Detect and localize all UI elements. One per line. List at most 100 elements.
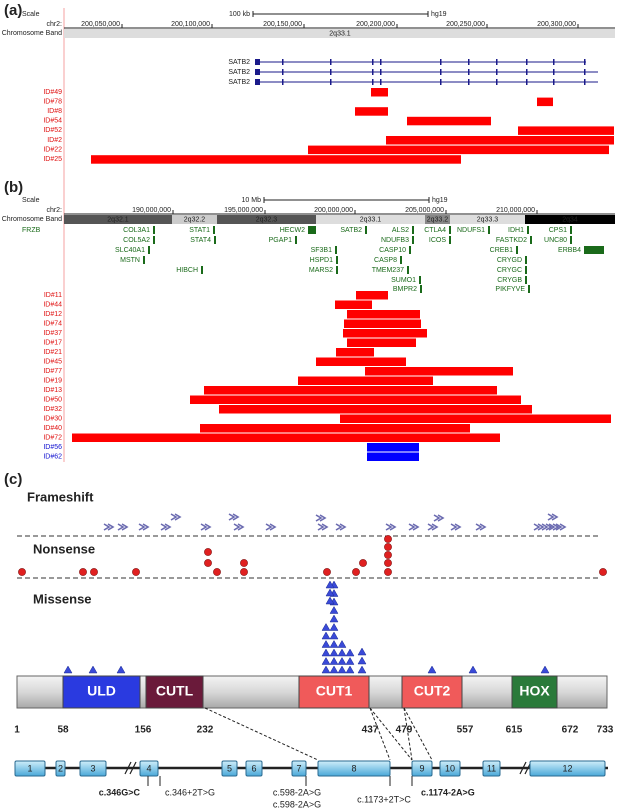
missense-marker xyxy=(329,622,339,631)
band-name: 2q32.3 xyxy=(256,216,278,223)
gene-mark xyxy=(527,226,529,234)
sample-id: ID#56 xyxy=(43,444,62,451)
frameshift-marker xyxy=(541,523,553,531)
gene-mark xyxy=(148,246,150,254)
gene-label: COL5A2 xyxy=(123,237,150,244)
mapping-line xyxy=(369,707,391,761)
domain-label: CUT2 xyxy=(414,683,451,699)
domain xyxy=(298,675,370,709)
gene-label: HSPD1 xyxy=(310,257,333,264)
gene-label: UNC80 xyxy=(544,237,567,244)
exon xyxy=(372,79,374,85)
missense-marker xyxy=(357,656,367,665)
missense-marker xyxy=(337,639,347,648)
missense-marker xyxy=(329,631,339,640)
deletion-bar xyxy=(386,136,614,145)
sample-id: ID#44 xyxy=(43,301,62,308)
panel-label: (c) xyxy=(4,471,22,488)
gene-label: PIKFYVE xyxy=(495,286,525,293)
exon xyxy=(14,760,46,777)
exon xyxy=(372,59,374,65)
sample-id: ID#54 xyxy=(43,118,62,125)
nonsense-marker xyxy=(384,535,392,543)
gene-label: ALS2 xyxy=(392,227,409,234)
nonsense-marker xyxy=(204,548,212,556)
deletion-bar xyxy=(335,300,372,309)
band xyxy=(525,215,615,224)
variant-label: c.346G>C xyxy=(99,787,141,797)
variant-label: c.598-2A>G xyxy=(273,787,321,797)
position-label: 437 xyxy=(362,725,379,736)
deletion-bar xyxy=(355,107,388,116)
nonsense-marker xyxy=(79,568,87,576)
band-name: 2q33.3 xyxy=(477,216,499,223)
deletion-bar xyxy=(91,155,461,164)
exon-label: 6 xyxy=(251,763,256,773)
scale-value: 10 Mb xyxy=(242,197,262,204)
exon xyxy=(291,760,307,777)
missense-marker xyxy=(329,648,339,657)
deletion-bar xyxy=(336,348,374,357)
missense-marker xyxy=(116,665,126,674)
missense-marker xyxy=(337,665,347,674)
gene-mark xyxy=(407,266,409,274)
band xyxy=(64,29,615,38)
deletion-bar xyxy=(518,126,614,135)
exon xyxy=(380,79,382,85)
gene-label: SUMO1 xyxy=(391,277,416,284)
exon xyxy=(526,69,528,75)
chr-tick-label: 200,200,000 xyxy=(356,21,395,28)
gene-label: SLC40A1 xyxy=(115,247,145,254)
exon xyxy=(526,59,528,65)
duplication-bar xyxy=(367,443,419,452)
gene-mark xyxy=(419,276,421,284)
gene-mark xyxy=(412,236,414,244)
sample-id: ID#49 xyxy=(43,89,62,96)
gene-mark xyxy=(528,285,530,293)
gene-label: CREB1 xyxy=(490,247,513,254)
gene-mark xyxy=(570,226,572,234)
gene-mark xyxy=(488,226,490,234)
exon xyxy=(411,760,433,777)
frameshift-marker xyxy=(233,523,245,531)
variant-label: c.1173+2T>C xyxy=(357,794,411,804)
band-name: 2q33.2 xyxy=(427,216,449,223)
band-name: 2q32.1 xyxy=(107,216,129,223)
exon-label: 9 xyxy=(419,763,424,773)
chr-tick-label: 190,000,000 xyxy=(132,207,171,214)
exon-label: 1 xyxy=(27,763,32,773)
domain xyxy=(62,675,141,709)
sample-id: ID#2 xyxy=(47,137,62,144)
gene-mark xyxy=(335,246,337,254)
missense-marker xyxy=(321,622,331,631)
frameshift-marker xyxy=(138,523,150,531)
gene-label: TMEM237 xyxy=(372,267,404,274)
position-label: 1 xyxy=(14,725,20,736)
frameshift-marker xyxy=(317,523,329,531)
chr-tick-label: 200,300,000 xyxy=(537,21,576,28)
exon xyxy=(584,79,586,85)
gene-label: STAT1 xyxy=(189,227,210,234)
gene-mark xyxy=(525,256,527,264)
gene-mark xyxy=(400,256,402,264)
exon-label: 11 xyxy=(487,763,496,773)
section-label: Missense xyxy=(33,591,92,606)
missense-marker xyxy=(427,665,437,674)
domain-label: CUTL xyxy=(156,683,194,699)
sample-id: ID#12 xyxy=(43,311,62,318)
gene-mark xyxy=(295,236,297,244)
deletion-bar xyxy=(219,405,532,414)
missense-marker xyxy=(357,647,367,656)
gene-label: CRYGD xyxy=(497,257,522,264)
gene-mark xyxy=(213,226,215,234)
gene-mark xyxy=(336,266,338,274)
missense-marker xyxy=(337,656,347,665)
frameshift-marker xyxy=(228,513,240,521)
missense-marker xyxy=(325,596,335,605)
frameshift-marker xyxy=(385,523,397,531)
variant-label: c.1174-2A>G xyxy=(421,787,475,797)
gene-label: SATB2 xyxy=(228,69,250,76)
exon xyxy=(330,59,332,65)
gene-label: SATB2 xyxy=(340,227,362,234)
sample-id: ID#17 xyxy=(43,339,62,346)
